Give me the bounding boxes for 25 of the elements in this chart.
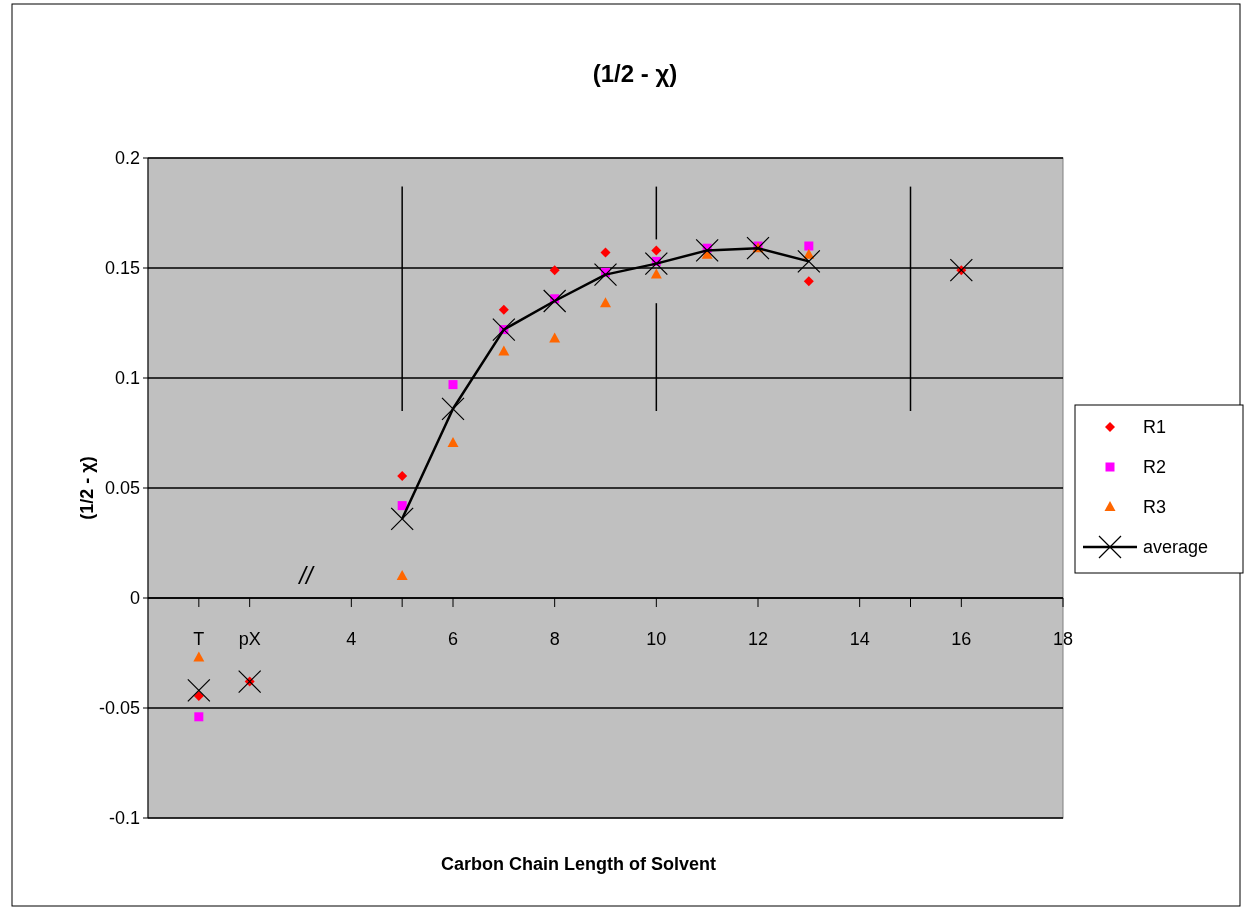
y-tick-label: 0.15: [104, 258, 140, 279]
x-tick-label: 14: [849, 629, 870, 649]
x-tick-label: 10: [646, 629, 667, 649]
x-tick-label: 18: [1052, 629, 1074, 649]
y-tick-label: -0.1: [108, 808, 140, 829]
y-tick-label: 0.05: [104, 478, 140, 499]
y-tick-label: -0.05: [98, 698, 140, 719]
y-tick-label: 0: [129, 588, 140, 609]
chart-title: (1/2 - χ): [592, 60, 678, 87]
x-tick-label: T: [193, 629, 205, 649]
x-axis-title: Carbon Chain Length of Solvent: [441, 854, 716, 874]
x-tick-label: 12: [747, 629, 769, 649]
x-tick-label: 6: [447, 629, 459, 649]
x-tick-label: 16: [951, 629, 972, 649]
legend-label: average: [1143, 537, 1209, 558]
y-axis-title: (1/2 - χ): [77, 456, 97, 520]
annotation: //: [297, 562, 315, 589]
y-tick-label: 0.1: [114, 368, 140, 389]
legend-label: R1: [1143, 417, 1167, 438]
x-tick-label: 8: [549, 629, 560, 649]
x-tick-label: 4: [346, 629, 357, 649]
x-tick-label: pX: [238, 629, 261, 649]
legend-label: R3: [1143, 497, 1167, 518]
y-tick-label: 0.2: [114, 148, 140, 169]
legend-label: R2: [1143, 457, 1167, 478]
